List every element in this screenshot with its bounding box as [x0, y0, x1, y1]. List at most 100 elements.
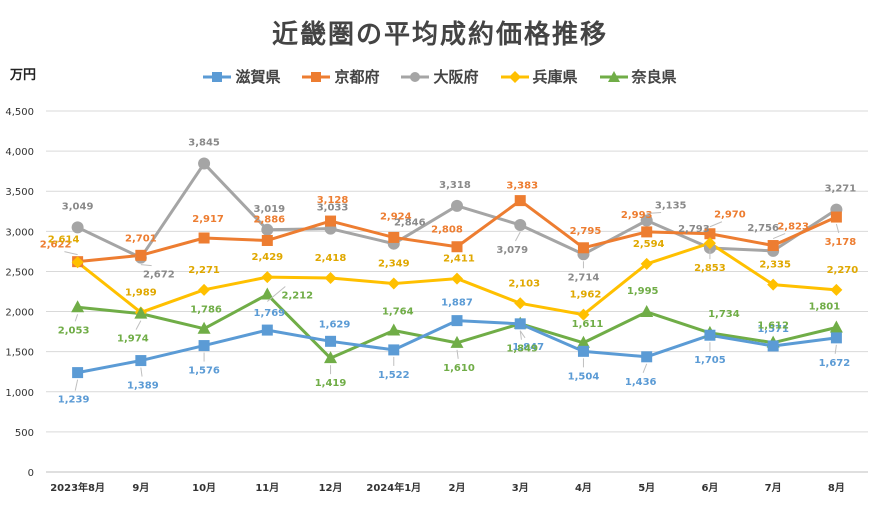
data-label: 2,411: [443, 254, 475, 265]
data-label: 1,571: [757, 324, 789, 335]
label-leader-line: [772, 233, 786, 239]
y-tick-label: 2,000: [5, 308, 34, 319]
data-label: 3,135: [655, 201, 687, 212]
data-point-marker: [325, 215, 337, 227]
data-label: 1,504: [568, 371, 600, 382]
data-point-marker: [388, 344, 400, 356]
data-point-marker: [830, 211, 842, 223]
data-label: 1,576: [188, 366, 220, 377]
data-label: 1,419: [315, 378, 347, 389]
data-point-marker: [260, 287, 274, 300]
data-point-marker: [71, 221, 84, 234]
data-label: 2,594: [633, 239, 665, 250]
label-leader-line: [74, 314, 79, 322]
legend-label: 大阪府: [433, 68, 479, 86]
y-tick-label: 1,500: [5, 348, 34, 359]
data-point-marker: [198, 283, 211, 296]
data-point-marker: [830, 332, 842, 344]
data-point-marker: [514, 218, 527, 231]
y-tick-label: 1,000: [5, 388, 34, 399]
data-label: 1,995: [627, 286, 659, 297]
legend-label: 滋賀県: [235, 68, 281, 86]
x-tick-label: 2024年1月: [366, 481, 421, 494]
data-point-marker: [261, 234, 273, 246]
label-leader-line: [519, 330, 526, 339]
label-leader-line: [642, 363, 648, 373]
x-tick-label: 11月: [255, 482, 279, 494]
data-label: 2,853: [694, 263, 726, 274]
data-label: 2,053: [58, 325, 90, 336]
data-label: 1,389: [127, 381, 159, 392]
data-point-marker: [704, 228, 716, 240]
data-label: 2,970: [714, 210, 746, 221]
legend-swatch-icon: [500, 70, 529, 83]
data-label: 3,049: [62, 201, 94, 212]
data-point-marker: [387, 323, 401, 336]
x-tick-label: 3月: [512, 482, 529, 494]
data-label: 1,801: [809, 302, 841, 313]
data-point-marker: [451, 272, 463, 285]
data-label: 2,808: [431, 225, 463, 236]
x-tick-label: 7月: [765, 482, 782, 494]
data-label: 2,212: [281, 291, 313, 302]
data-point-marker: [261, 324, 273, 336]
label-leader-line: [135, 320, 142, 330]
data-label: 2,756: [747, 223, 779, 234]
x-tick-label: 10月: [192, 482, 216, 494]
data-label: 2,714: [568, 272, 600, 283]
label-leader-line: [519, 330, 522, 340]
legend-item: 兵庫県: [500, 66, 578, 87]
data-label: 1,672: [819, 358, 851, 369]
data-point-marker: [325, 335, 337, 347]
data-label: 1,769: [253, 308, 285, 319]
data-label: 1,847: [512, 342, 544, 353]
data-point-marker: [641, 226, 653, 238]
data-point-marker: [577, 308, 590, 321]
x-tick-label: 5月: [638, 482, 655, 494]
label-leader-line: [456, 349, 459, 359]
data-label: 2,335: [759, 260, 791, 271]
data-point-marker: [450, 335, 464, 348]
data-point-marker: [72, 367, 84, 379]
data-label: 1,734: [708, 309, 740, 320]
data-label: 2,349: [378, 259, 410, 270]
legend-item: 奈良県: [599, 66, 677, 87]
label-leader-line: [709, 221, 723, 228]
data-label: 2,917: [192, 214, 224, 225]
label-leader-line: [514, 231, 521, 242]
data-label: 1,522: [378, 370, 410, 381]
data-point-marker: [324, 272, 337, 285]
data-point-marker: [135, 249, 147, 261]
x-tick-label: 6月: [701, 482, 718, 494]
data-label: 1,974: [117, 334, 149, 345]
data-label: 1,764: [382, 306, 414, 317]
data-point-marker: [514, 297, 527, 310]
data-label: 1,962: [570, 290, 602, 301]
data-point-marker: [767, 240, 779, 252]
data-label: 1,611: [572, 319, 604, 330]
data-point-marker: [198, 232, 210, 244]
legend-swatch-icon: [599, 70, 628, 82]
x-tick-label: 4月: [575, 482, 592, 494]
data-point-marker: [451, 241, 463, 253]
data-point-marker: [387, 277, 400, 290]
data-point-marker: [198, 157, 211, 170]
data-point-marker: [514, 195, 526, 207]
data-point-marker: [135, 355, 147, 367]
data-label: 1,629: [319, 319, 351, 330]
y-tick-label: 0: [28, 468, 34, 479]
y-axis-unit-label: 万円: [10, 68, 37, 83]
data-point-marker: [197, 321, 211, 334]
data-label: 2,701: [125, 233, 157, 244]
chart-title: 近畿圏の平均成約価格推移: [271, 20, 608, 50]
data-label: 1,436: [625, 377, 657, 388]
y-tick-label: 2,500: [5, 267, 34, 278]
legend-label: 奈良県: [631, 68, 677, 86]
data-point-marker: [388, 231, 400, 243]
data-label: 2,622: [40, 240, 72, 251]
data-point-marker: [830, 283, 843, 296]
data-point-marker: [704, 329, 716, 341]
data-label: 2,418: [315, 253, 347, 264]
data-label: 2,270: [827, 265, 859, 276]
